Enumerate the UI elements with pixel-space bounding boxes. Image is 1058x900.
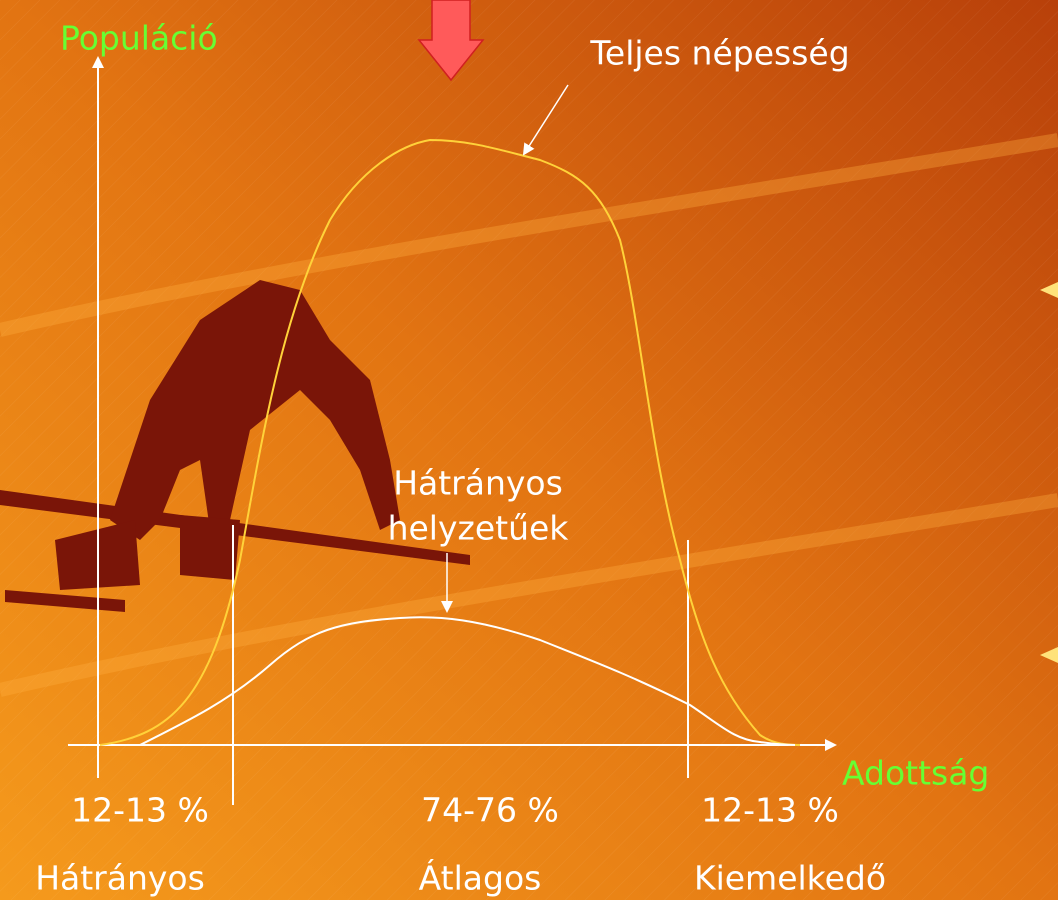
x-axis-label: Adottság [842,754,989,793]
curve-label: Teljes népesség [589,34,849,73]
curve-label: Hátrányos [393,464,563,503]
segment-share: 74-76 % [421,791,559,830]
segment-share: 12-13 % [71,791,209,830]
segment-name: Hátrányos [35,859,205,898]
segment-name: Átlagos [419,858,542,898]
y-axis-label: Populáció [60,19,218,58]
slide: Populáció Adottság Teljes népesség Hátrá… [0,0,1058,900]
segment-name: Kiemelkedő [694,859,886,898]
curve-label: helyzetűek [388,509,570,548]
segment-share: 12-13 % [701,791,839,830]
